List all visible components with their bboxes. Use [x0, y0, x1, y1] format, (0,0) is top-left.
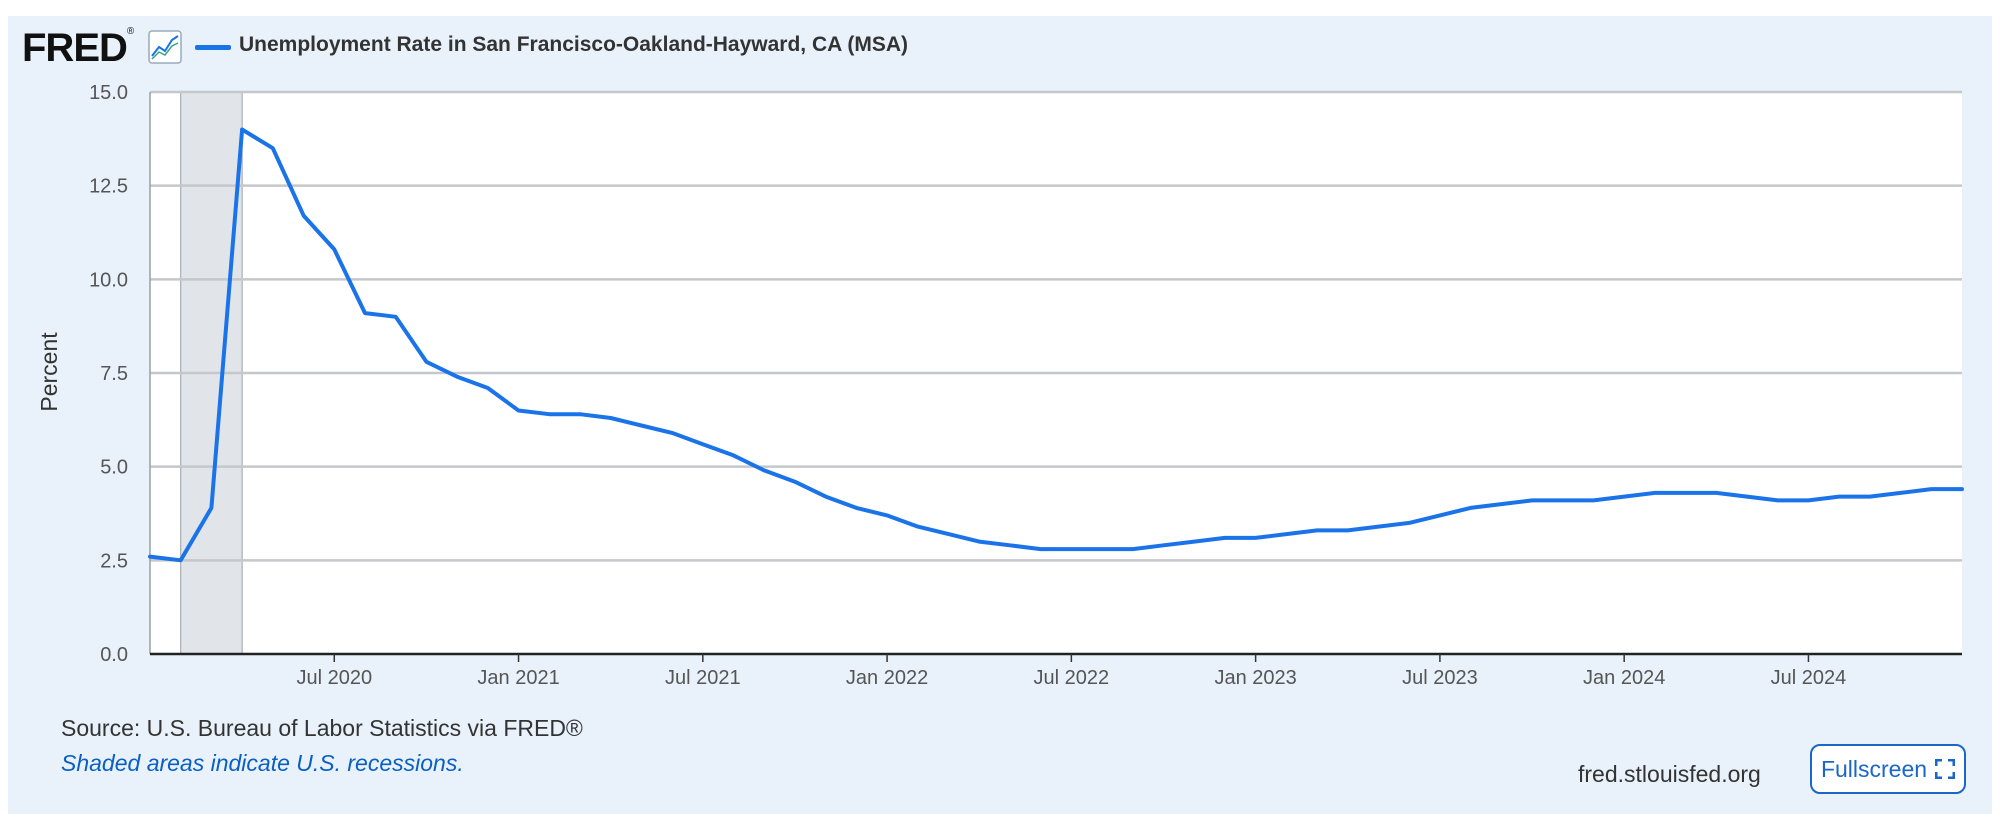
fullscreen-label: Fullscreen — [1820, 755, 1928, 782]
fred-logo[interactable]: FRED® — [22, 26, 134, 71]
x-tick-label: Jan 2021 — [477, 667, 559, 689]
y-axis-label: Percent — [36, 332, 62, 412]
x-tick-label: Jul 2021 — [665, 667, 741, 689]
fullscreen-icon — [1935, 759, 1956, 779]
y-tick-label: 2.5 — [100, 550, 128, 572]
series-title: Unemployment Rate in San Francisco-Oakla… — [239, 33, 909, 56]
legend-series-swatch — [195, 45, 231, 50]
x-tick-label: Jan 2023 — [1214, 667, 1296, 689]
y-tick-label: 0.0 — [100, 644, 128, 666]
x-tick-label: Jul 2023 — [1402, 667, 1478, 689]
logo-registered-mark: ® — [126, 26, 135, 37]
x-tick-label: Jul 2022 — [1034, 667, 1110, 689]
series-line — [148, 127, 1964, 563]
source-note: Source: U.S. Bureau of Labor Statistics … — [61, 715, 583, 741]
x-tick-label: Jul 2024 — [1771, 667, 1847, 689]
fullscreen-button[interactable]: Fullscreen — [1810, 744, 1966, 794]
y-tick-label: 15.0 — [89, 82, 128, 104]
chart-line-icon[interactable] — [148, 30, 182, 64]
x-tick-label: Jan 2022 — [846, 667, 928, 689]
logo-text: FRED — [22, 26, 128, 70]
x-tick-label: Jul 2020 — [296, 667, 372, 689]
x-tick-label: Jan 2024 — [1583, 667, 1665, 689]
site-link[interactable]: fred.stlouisfed.org — [1578, 761, 1761, 787]
y-tick-label: 5.0 — [100, 457, 128, 479]
y-tick-label: 12.5 — [89, 176, 128, 198]
y-tick-label: 10.0 — [89, 269, 128, 291]
y-tick-label: 7.5 — [100, 363, 128, 385]
recession-note: Shaded areas indicate U.S. recessions. — [61, 750, 464, 776]
